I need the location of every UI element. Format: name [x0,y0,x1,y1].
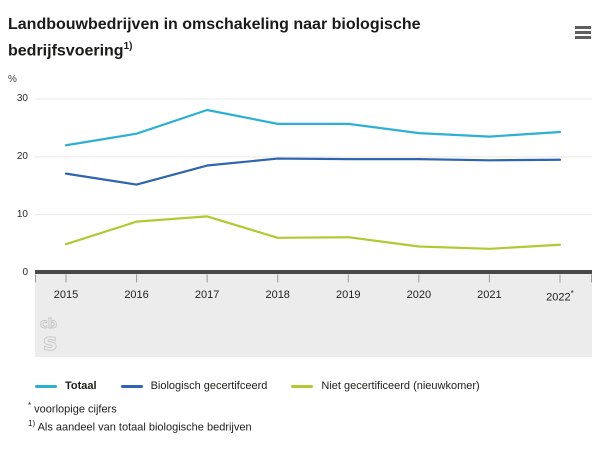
y-axis-tick-label: 0 [22,266,28,278]
footnote-line: * voorlopige cijfers [28,401,117,416]
hamburger-menu-icon[interactable] [575,26,591,40]
x-axis-tick-label: 2018 [265,289,290,301]
x-axis-tick-label: 2015 [53,289,79,301]
chart-title: Landbouwbedrijven in omschakeling naar b… [8,14,470,62]
legend-label: Biologisch gecertifceerd [150,380,268,392]
footnote-marker: * [28,401,32,410]
legend-item-totaal[interactable]: Totaal [35,380,97,392]
y-axis-tick-label: 10 [16,208,28,220]
chart-footnotes: * voorlopige cijfers 1) Als aandeel van t… [28,399,252,434]
y-axis-unit-label: % [8,74,17,85]
series-line-biologisch-gecertifceerd [64,157,562,186]
chart-title-footnote-marker: 1) [123,41,133,52]
chart-legend: Totaal Biologisch gecertifceerd Niet gecer… [35,380,480,392]
legend-swatch [120,384,143,388]
x-axis-tick-label: 2019 [336,289,361,301]
x-axis-tick-label: 2022* [546,289,574,304]
x-axis-tick-label: 2017 [194,289,220,301]
x-axis-tick-label: 2021 [477,289,502,301]
chart-title-text: Landbouwbedrijven in omschakeling naar b… [8,16,421,60]
x-axis-tick-label: 2016 [124,289,149,301]
provisional-marker: * [570,289,574,298]
legend-item-niet-gecertificeerd-nieuwkomer[interactable]: Niet gecertificeerd (nieuwkomer) [291,380,480,392]
series-line-totaal [64,108,562,147]
footnote-line: 1) Als aandeel van totaal biologische be… [28,418,252,434]
legend-label: Niet gecertificeerd (nieuwkomer) [321,380,480,392]
footnote-marker: 1) [28,418,36,428]
svg-text:s: s [43,328,57,354]
x-axis-tick-label: 2020 [406,289,432,301]
legend-item-biologisch-gecertifceerd[interactable]: Biologisch gecertifceerd [120,380,268,392]
y-axis-tick-label: 30 [16,93,28,104]
legend-swatch [291,384,314,388]
svg-text:cb: cb [40,317,57,332]
legend-label: Totaal [65,380,97,392]
y-axis-tick-label: 20 [16,150,28,162]
legend-swatch [35,384,57,388]
cbs-logo: cb s [40,317,58,355]
series-line-niet-gecertificeerd-nieuwkomer [64,215,562,250]
x-axis-band [35,270,592,357]
